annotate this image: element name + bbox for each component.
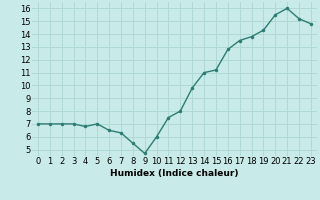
X-axis label: Humidex (Indice chaleur): Humidex (Indice chaleur) (110, 169, 239, 178)
